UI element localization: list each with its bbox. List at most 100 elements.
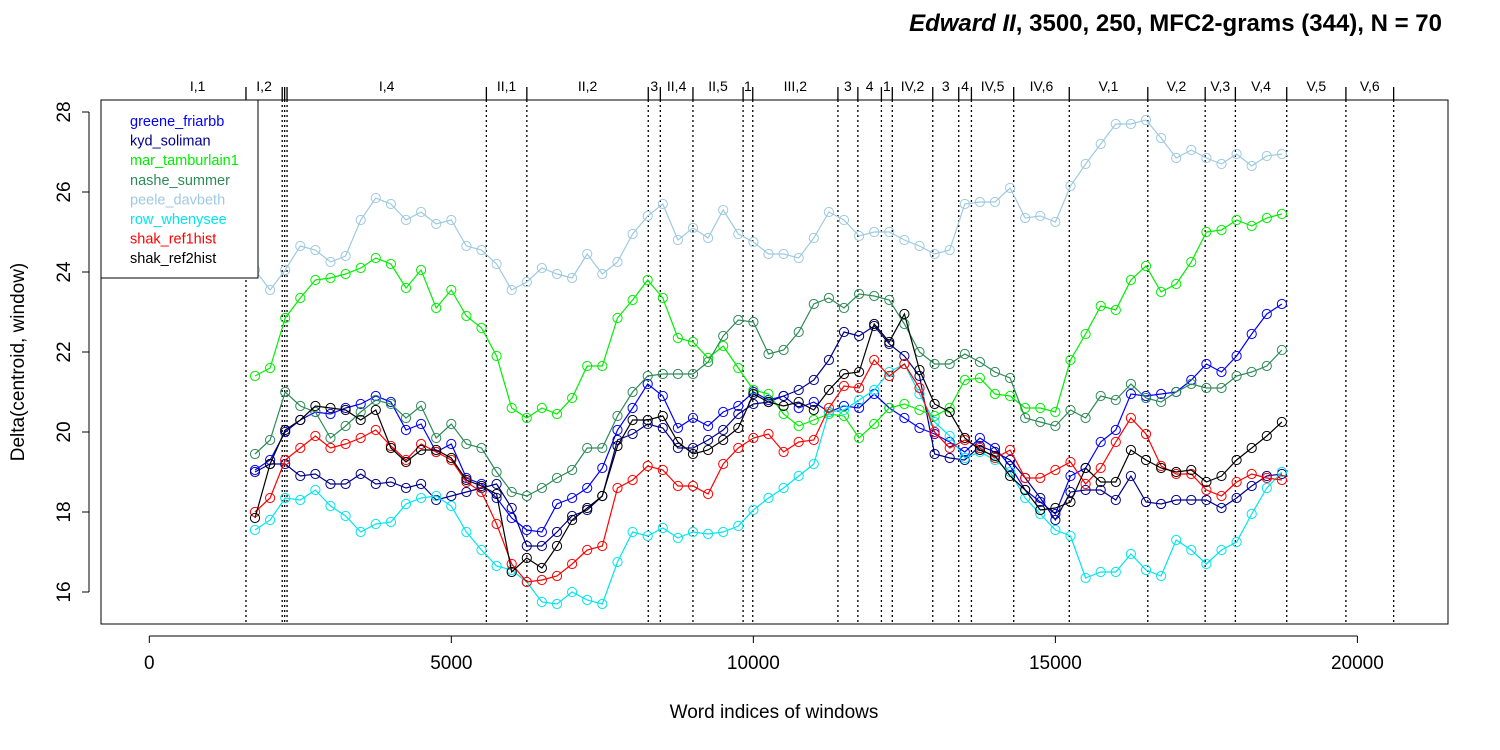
data-point bbox=[1261, 430, 1272, 442]
data-point bbox=[612, 434, 623, 446]
series-kyd_soliman bbox=[249, 320, 1288, 552]
data-point bbox=[718, 406, 729, 418]
data-point bbox=[1231, 536, 1242, 548]
data-point bbox=[325, 478, 336, 490]
data-point bbox=[1261, 482, 1272, 494]
data-point bbox=[884, 294, 895, 306]
data-point bbox=[989, 196, 1001, 208]
data-point bbox=[733, 228, 744, 240]
data-point bbox=[310, 484, 321, 496]
data-point bbox=[536, 526, 548, 538]
scene-label-18: V,1 bbox=[1099, 78, 1119, 94]
data-point bbox=[521, 524, 532, 536]
data-point bbox=[944, 358, 955, 370]
data-point bbox=[310, 468, 321, 480]
data-point bbox=[672, 332, 684, 344]
data-point bbox=[1050, 514, 1061, 526]
data-point bbox=[310, 400, 321, 412]
data-point bbox=[1171, 494, 1182, 506]
scene-label-16: IV,5 bbox=[981, 78, 1005, 94]
data-point bbox=[1216, 502, 1227, 514]
data-point bbox=[1140, 114, 1152, 126]
data-point bbox=[1095, 138, 1106, 150]
x-tick-label-0: 0 bbox=[144, 653, 155, 674]
data-point bbox=[854, 330, 865, 342]
y-tick-label-2: 20 bbox=[54, 421, 75, 442]
scene-label-21: V,4 bbox=[1251, 78, 1271, 94]
data-point bbox=[612, 556, 623, 568]
data-point bbox=[416, 444, 427, 456]
data-point bbox=[974, 356, 986, 368]
data-point bbox=[385, 516, 396, 528]
data-point bbox=[1201, 226, 1212, 238]
data-point bbox=[793, 402, 804, 414]
data-point bbox=[597, 442, 608, 454]
data-point bbox=[446, 284, 457, 296]
data-point bbox=[1095, 436, 1106, 448]
data-point bbox=[1156, 388, 1167, 400]
data-point bbox=[1005, 444, 1016, 456]
data-point bbox=[838, 368, 850, 380]
data-point bbox=[808, 404, 819, 416]
data-point bbox=[808, 232, 819, 244]
data-point bbox=[944, 442, 955, 454]
data-point bbox=[612, 482, 623, 494]
data-point bbox=[1171, 152, 1182, 164]
data-point bbox=[687, 222, 699, 234]
data-point bbox=[1216, 366, 1227, 378]
data-point bbox=[1140, 496, 1152, 508]
data-point bbox=[899, 358, 910, 370]
data-point bbox=[718, 204, 729, 216]
data-point bbox=[461, 474, 472, 486]
data-point bbox=[280, 454, 291, 466]
data-point bbox=[733, 520, 744, 532]
data-point bbox=[1035, 492, 1046, 504]
scene-boundary-lines bbox=[245, 87, 1395, 624]
data-point bbox=[1020, 412, 1031, 424]
data-point bbox=[491, 518, 502, 530]
data-point bbox=[974, 444, 986, 456]
data-point bbox=[808, 458, 819, 470]
data-point bbox=[1231, 454, 1242, 466]
data-point bbox=[974, 372, 986, 384]
data-point bbox=[899, 398, 910, 410]
data-point bbox=[854, 288, 865, 300]
data-point bbox=[1231, 214, 1242, 226]
data-point bbox=[476, 544, 487, 556]
scene-label-5: 3 bbox=[650, 78, 658, 94]
scene-label-6: II,4 bbox=[667, 78, 687, 94]
data-point bbox=[1125, 274, 1137, 286]
data-point bbox=[597, 540, 608, 552]
data-point bbox=[884, 402, 895, 414]
data-point bbox=[854, 394, 865, 406]
y-tick-label-4: 24 bbox=[54, 261, 75, 283]
data-point bbox=[265, 362, 276, 374]
data-point bbox=[325, 500, 336, 512]
data-point bbox=[310, 244, 321, 256]
data-point bbox=[1276, 148, 1288, 160]
data-point bbox=[506, 486, 517, 498]
data-point bbox=[1065, 470, 1076, 482]
data-point bbox=[899, 234, 910, 246]
data-point bbox=[974, 196, 986, 208]
data-point bbox=[265, 514, 276, 526]
data-point bbox=[1005, 470, 1016, 482]
data-point bbox=[1276, 298, 1288, 310]
y-tick-label-5: 26 bbox=[54, 181, 75, 202]
data-point bbox=[295, 414, 306, 426]
data-point bbox=[989, 366, 1001, 378]
data-point bbox=[506, 566, 517, 578]
data-point bbox=[1186, 378, 1197, 390]
data-point bbox=[325, 442, 336, 454]
data-point bbox=[446, 418, 457, 430]
scene-label-8: 1 bbox=[744, 78, 752, 94]
data-point bbox=[808, 414, 819, 426]
data-point bbox=[1095, 566, 1106, 578]
data-point bbox=[1110, 394, 1121, 406]
data-point bbox=[431, 218, 442, 230]
data-point bbox=[310, 430, 321, 442]
data-point bbox=[627, 428, 638, 440]
data-point bbox=[416, 206, 427, 218]
data-point bbox=[551, 498, 563, 510]
data-point bbox=[1080, 158, 1091, 170]
